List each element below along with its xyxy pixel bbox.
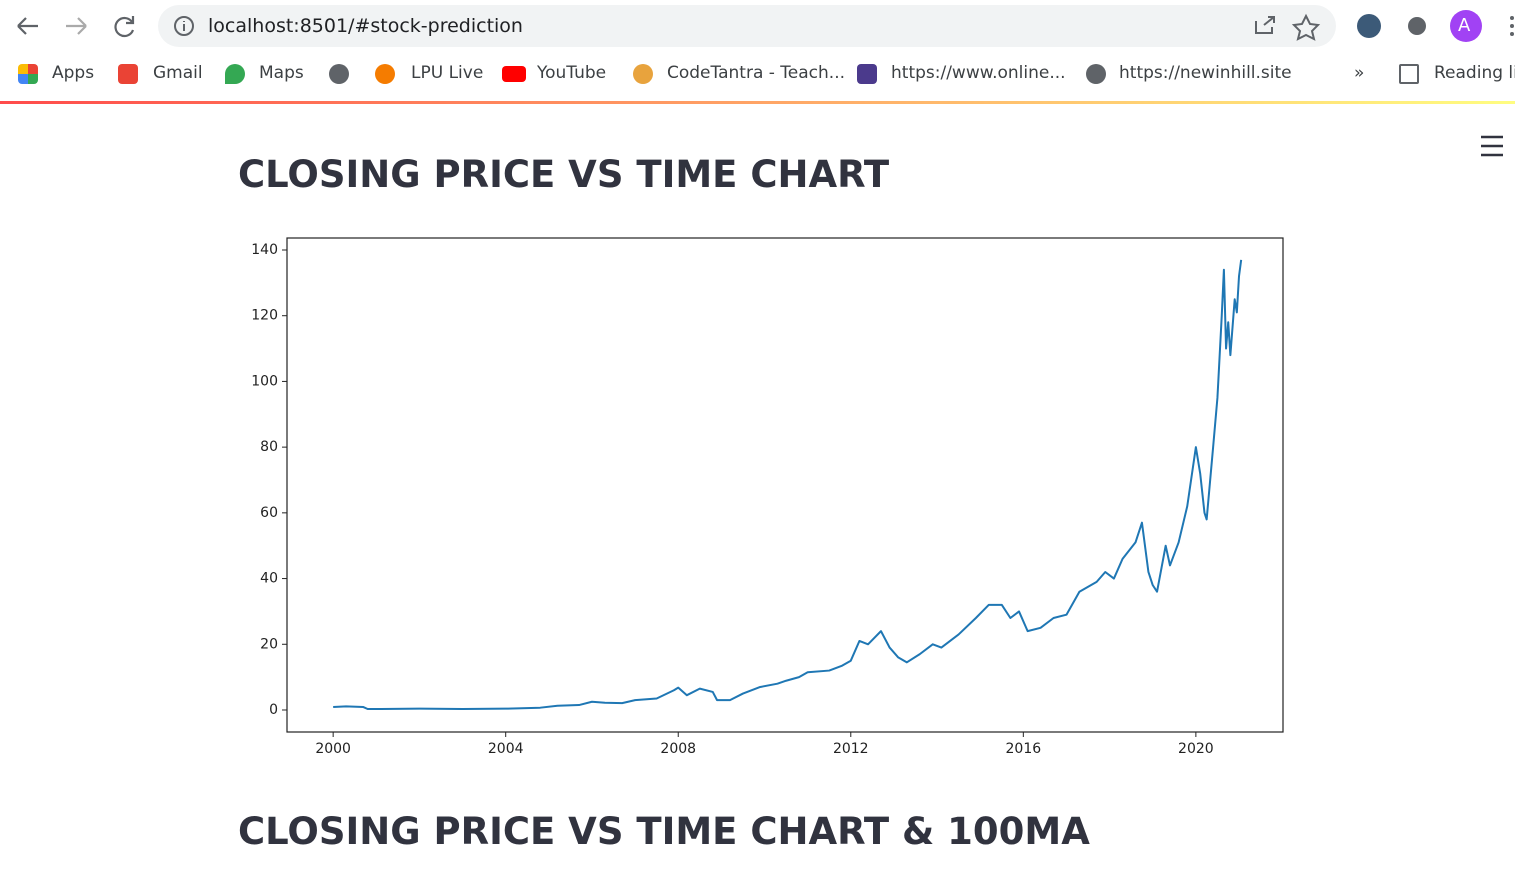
x-tick-label: 2020 [1178,741,1214,757]
address-icons[interactable] [1246,5,1326,47]
menu-button[interactable] [1480,134,1504,158]
bookmark[interactable]: LPU Live [411,63,484,83]
online-icon [857,64,877,84]
gmail-icon [118,64,138,84]
x-tick-label: 2000 [315,741,351,757]
bookmark[interactable]: Apps [52,63,95,83]
price-line [333,259,1243,710]
nav-buttons[interactable] [0,0,150,52]
plot-frame [286,237,1284,733]
x-tick-label: 2016 [1006,741,1042,757]
bookmark[interactable]: Maps [259,63,304,83]
x-tick-label: 2008 [660,741,696,757]
apps-icon [18,64,38,84]
bookmark[interactable]: Gmail [153,63,203,83]
y-tick-label: 40 [260,571,278,587]
youtube-icon [502,66,526,82]
globe-icon[interactable] [329,64,349,84]
bookmark[interactable]: YouTube [537,63,607,83]
lpu-icon [375,64,395,84]
y-tick-label: 120 [251,308,278,324]
maps-icon [225,64,245,84]
reading-list[interactable]: Reading list [1434,63,1515,83]
reading-list-icon [1399,64,1419,84]
x-tick-label: 2004 [488,741,524,757]
address-bar[interactable]: localhost:8501/#stock-prediction [158,5,1336,47]
info-icon [174,16,194,36]
toolbar: localhost:8501/#stock-prediction A [0,0,1515,52]
y-tick-label: 60 [260,505,278,521]
heading: CLOSING PRICE VS TIME CHART [238,153,890,196]
bookmark[interactable]: https://www.online... [891,63,1066,83]
y-tick-label: 0 [269,702,278,718]
status-bar [0,101,1515,104]
url-text: localhost:8501/#stock-prediction [208,15,523,37]
y-tick-label: 100 [251,373,278,389]
y-tick-label: 140 [251,242,278,258]
x-tick-label: 2012 [833,741,869,757]
bookmark[interactable]: CodeTantra - Teach... [667,63,846,83]
extension-icons[interactable] [1340,0,1515,52]
y-tick-label: 80 [260,439,278,455]
globe-icon [1086,64,1106,84]
y-tick-label: 20 [260,636,278,652]
bookmark[interactable]: https://newinhill.site [1119,63,1292,83]
profile-initial[interactable]: A [1458,15,1471,36]
codetantra-icon [633,64,653,84]
bookmark-overflow[interactable]: » [1354,63,1365,83]
heading: CLOSING PRICE VS TIME CHART & 100MA [238,810,1090,853]
